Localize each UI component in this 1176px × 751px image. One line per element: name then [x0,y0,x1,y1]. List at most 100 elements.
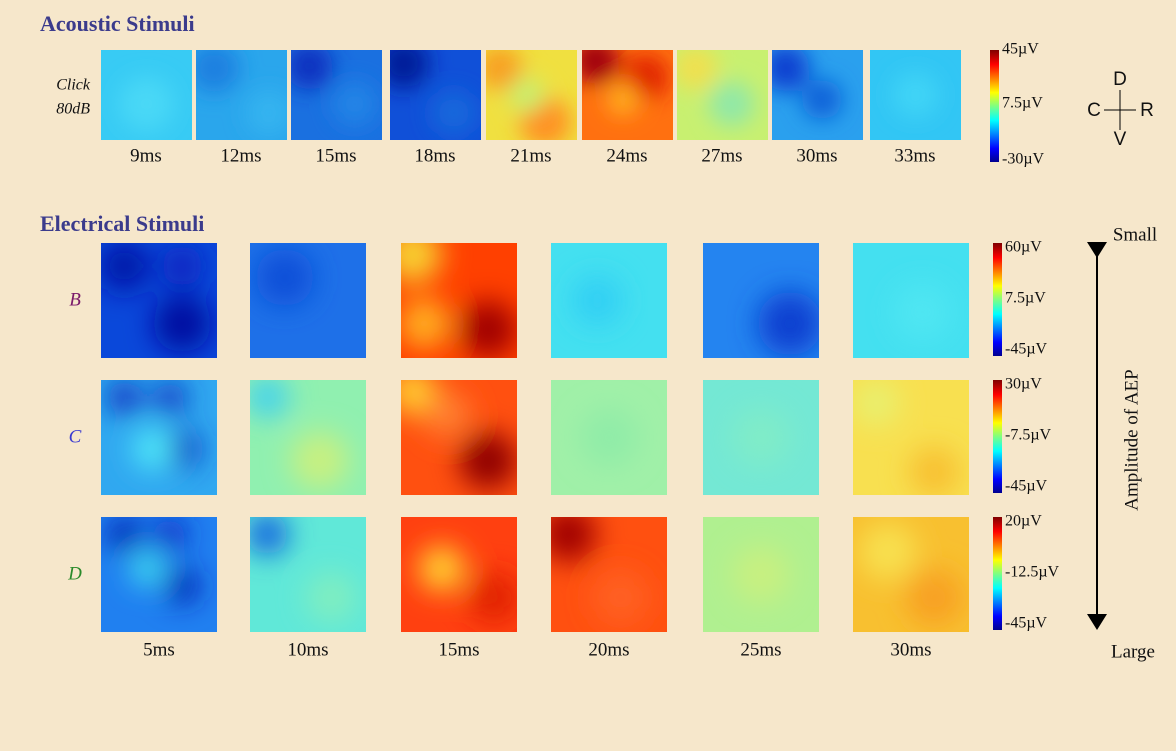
topographic-map [101,380,217,495]
colorbar-label: 7.5µV [1002,95,1043,112]
topographic-map [853,517,969,632]
topographic-map [551,517,667,632]
topographic-map [677,50,768,140]
blob [708,81,755,127]
map-blobs [401,243,517,358]
time-label: 21ms [510,145,551,166]
colorbar [993,380,1002,493]
direction: C [1087,100,1101,121]
scale-bottom: Large [1111,641,1155,662]
blob [430,90,477,136]
map-blobs [106,380,201,470]
topographic-map [250,380,366,495]
blob [772,50,810,92]
colorbar-label: 60µV [1005,239,1042,256]
time-label: 5ms [143,639,175,660]
blob [459,431,517,490]
map-blobs [732,408,790,467]
colorbar [993,517,1002,630]
topographic-map [486,50,577,140]
topographic-map [401,380,517,495]
topographic-map [703,243,819,358]
topographic-map [196,50,287,140]
blob [106,517,142,552]
map-blobs [418,545,517,623]
direction: D [1113,69,1127,90]
section-title: Acoustic Stimuli [40,11,195,36]
time-label: 25ms [740,639,781,660]
colorbar-label: -45µV [1005,478,1048,495]
time-label: 15ms [438,639,479,660]
time-label: 20ms [588,639,629,660]
blob [132,428,175,470]
blob [892,72,939,118]
blob [486,50,523,91]
time-label: 12ms [220,145,261,166]
blob [905,568,964,627]
blob [154,518,187,551]
blob [153,294,212,353]
blob [459,300,517,358]
blob [757,291,819,356]
orientation: D C R V [1087,69,1154,150]
blob [291,50,333,90]
colorbar-label: -45µV [1005,615,1048,632]
topographic-map [401,243,517,358]
blob [551,517,597,562]
map-blobs [119,77,174,131]
time-label: 9ms [130,145,162,166]
stimulus-label: Click [56,77,91,94]
colorbar-label: -45µV [1005,341,1048,358]
direction: V [1114,129,1127,150]
colorbar-label: 7.5µV [1005,290,1046,307]
blob [606,83,640,116]
blob [161,245,204,287]
blob [164,568,200,604]
topographic-map [853,380,969,495]
scale-top: Small [1113,224,1157,245]
colorbar-label: 45µV [1002,41,1039,58]
time-label: 24ms [606,145,647,166]
colorbar-label: 30µV [1005,376,1042,393]
topographic-map [551,243,667,358]
blob [390,50,430,89]
map-blobs [757,291,819,356]
map-blobs [196,50,287,136]
blob [732,408,790,467]
blob [130,551,165,586]
topographic-map [291,50,382,140]
blob [331,81,378,127]
blob [154,381,187,414]
time-label: 33ms [894,145,935,166]
map-blobs [250,380,349,490]
blob [582,50,620,85]
colorbar-label: -12.5µV [1005,564,1060,581]
colorbar-label: -30µV [1002,151,1045,168]
time-label: 27ms [701,145,742,166]
colorbar [993,243,1002,356]
blob [106,380,142,415]
topographic-map [401,517,517,632]
topographic-map [703,517,819,632]
map-blobs [101,243,212,353]
topographic-map [101,517,217,632]
map-blobs [551,517,650,627]
blob [677,50,718,91]
blob [853,380,900,426]
blob [893,283,952,341]
map-blobs [858,522,964,627]
map-blobs [893,283,952,341]
blob [250,517,289,555]
blob [858,522,917,581]
map-blobs [853,380,960,495]
map-blobs [106,517,200,604]
time-label: 30ms [796,145,837,166]
blob [424,391,471,438]
blob [580,408,638,467]
map-blobs [255,248,314,307]
row-label: C [69,426,82,447]
topographic-map [101,50,192,140]
topographic-map [101,243,217,358]
blob [196,50,240,94]
